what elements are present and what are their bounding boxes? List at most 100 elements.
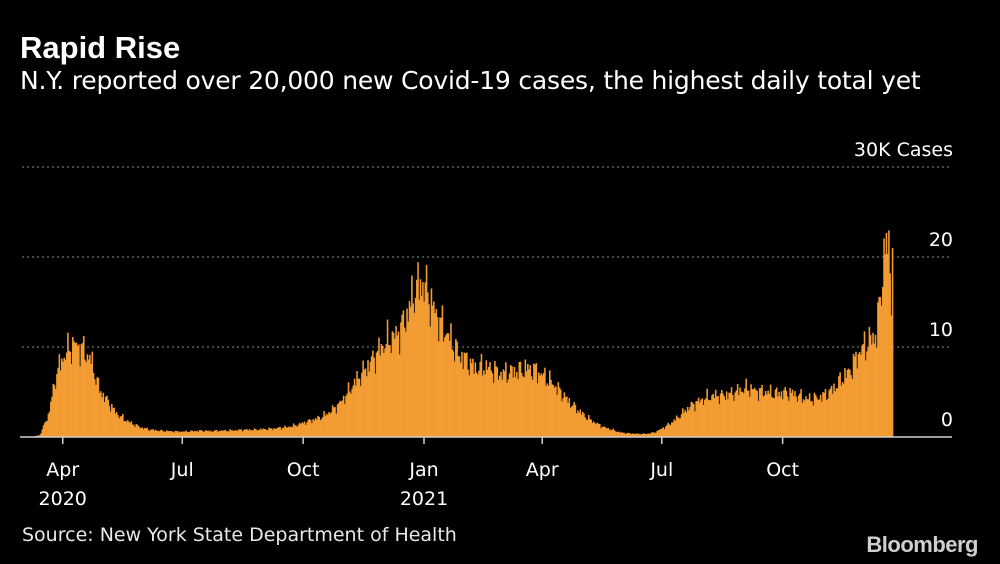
bar bbox=[663, 429, 666, 437]
bar bbox=[275, 428, 278, 437]
bar bbox=[574, 404, 577, 437]
bar bbox=[301, 422, 303, 437]
bar bbox=[711, 395, 713, 437]
bar bbox=[306, 422, 308, 437]
bar bbox=[832, 393, 834, 437]
bar bbox=[603, 426, 606, 437]
bar bbox=[339, 400, 341, 437]
bar bbox=[818, 399, 821, 437]
bar bbox=[347, 382, 350, 437]
bar bbox=[374, 373, 377, 437]
bar bbox=[219, 431, 222, 437]
bar bbox=[533, 363, 535, 437]
bar bbox=[807, 399, 810, 437]
bar bbox=[420, 295, 423, 437]
bar bbox=[723, 396, 726, 437]
bar bbox=[730, 387, 733, 437]
bar bbox=[87, 359, 90, 437]
bar bbox=[744, 388, 746, 437]
bar bbox=[490, 370, 493, 437]
bar bbox=[880, 305, 883, 437]
bar bbox=[553, 387, 556, 437]
bar bbox=[473, 373, 475, 437]
bar bbox=[652, 432, 655, 437]
bar bbox=[387, 345, 390, 437]
bar bbox=[201, 430, 203, 437]
bar bbox=[69, 351, 72, 437]
bar bbox=[481, 375, 484, 437]
bar bbox=[122, 414, 124, 437]
bar bbox=[142, 429, 145, 437]
bar bbox=[757, 401, 760, 437]
bar bbox=[836, 388, 839, 437]
bar bbox=[158, 431, 161, 437]
bar bbox=[740, 391, 743, 437]
bar bbox=[578, 412, 580, 437]
bar bbox=[135, 423, 138, 437]
bar bbox=[464, 353, 467, 437]
bar bbox=[279, 426, 281, 437]
bar bbox=[78, 344, 80, 437]
bar bbox=[179, 431, 181, 437]
bar bbox=[874, 334, 877, 437]
bar bbox=[855, 351, 857, 437]
bar bbox=[764, 390, 767, 437]
x-tick-label-5: Jul bbox=[649, 459, 673, 481]
bar bbox=[566, 396, 568, 437]
bar bbox=[187, 431, 190, 437]
bar bbox=[572, 405, 574, 437]
bar bbox=[795, 396, 797, 437]
bar bbox=[863, 331, 866, 437]
bar bbox=[620, 432, 623, 437]
bar bbox=[883, 238, 885, 437]
bar bbox=[792, 396, 795, 437]
bar bbox=[520, 372, 523, 437]
bar bbox=[109, 411, 112, 437]
bar bbox=[731, 394, 734, 437]
bar bbox=[695, 400, 697, 437]
bar bbox=[309, 420, 312, 437]
bar bbox=[133, 424, 135, 437]
bar bbox=[207, 430, 209, 437]
bar bbox=[311, 423, 313, 437]
bar bbox=[590, 419, 593, 437]
bar bbox=[143, 427, 146, 437]
bar bbox=[291, 427, 294, 437]
bar bbox=[45, 421, 47, 437]
bar bbox=[336, 404, 339, 437]
bar bbox=[244, 429, 246, 437]
bar bbox=[756, 390, 758, 437]
bar bbox=[444, 337, 446, 437]
bar bbox=[495, 366, 497, 437]
bar bbox=[247, 430, 250, 437]
bar bbox=[466, 352, 468, 437]
bar bbox=[591, 422, 594, 437]
bar bbox=[477, 374, 479, 437]
bar bbox=[253, 428, 256, 437]
bar bbox=[866, 351, 868, 437]
bar bbox=[796, 401, 799, 437]
bar bbox=[73, 341, 75, 437]
bar bbox=[607, 428, 610, 437]
bar bbox=[547, 385, 550, 437]
bar bbox=[856, 368, 858, 437]
bar bbox=[189, 431, 191, 437]
bar bbox=[581, 411, 584, 437]
bar bbox=[245, 429, 247, 437]
bar bbox=[761, 384, 763, 437]
bar bbox=[858, 351, 861, 437]
chart-subtitle: N.Y. reported over 20,000 new Covid-19 c… bbox=[20, 66, 921, 95]
bar bbox=[434, 313, 436, 437]
bar bbox=[194, 430, 196, 437]
bar bbox=[612, 428, 614, 437]
bar bbox=[797, 395, 800, 437]
bar bbox=[283, 427, 285, 437]
bar bbox=[95, 384, 97, 437]
bar bbox=[107, 399, 109, 437]
bar bbox=[176, 430, 179, 437]
bar bbox=[186, 432, 189, 437]
bar bbox=[269, 428, 272, 437]
bar bbox=[228, 431, 230, 437]
bar bbox=[871, 344, 873, 437]
bar bbox=[577, 410, 579, 437]
